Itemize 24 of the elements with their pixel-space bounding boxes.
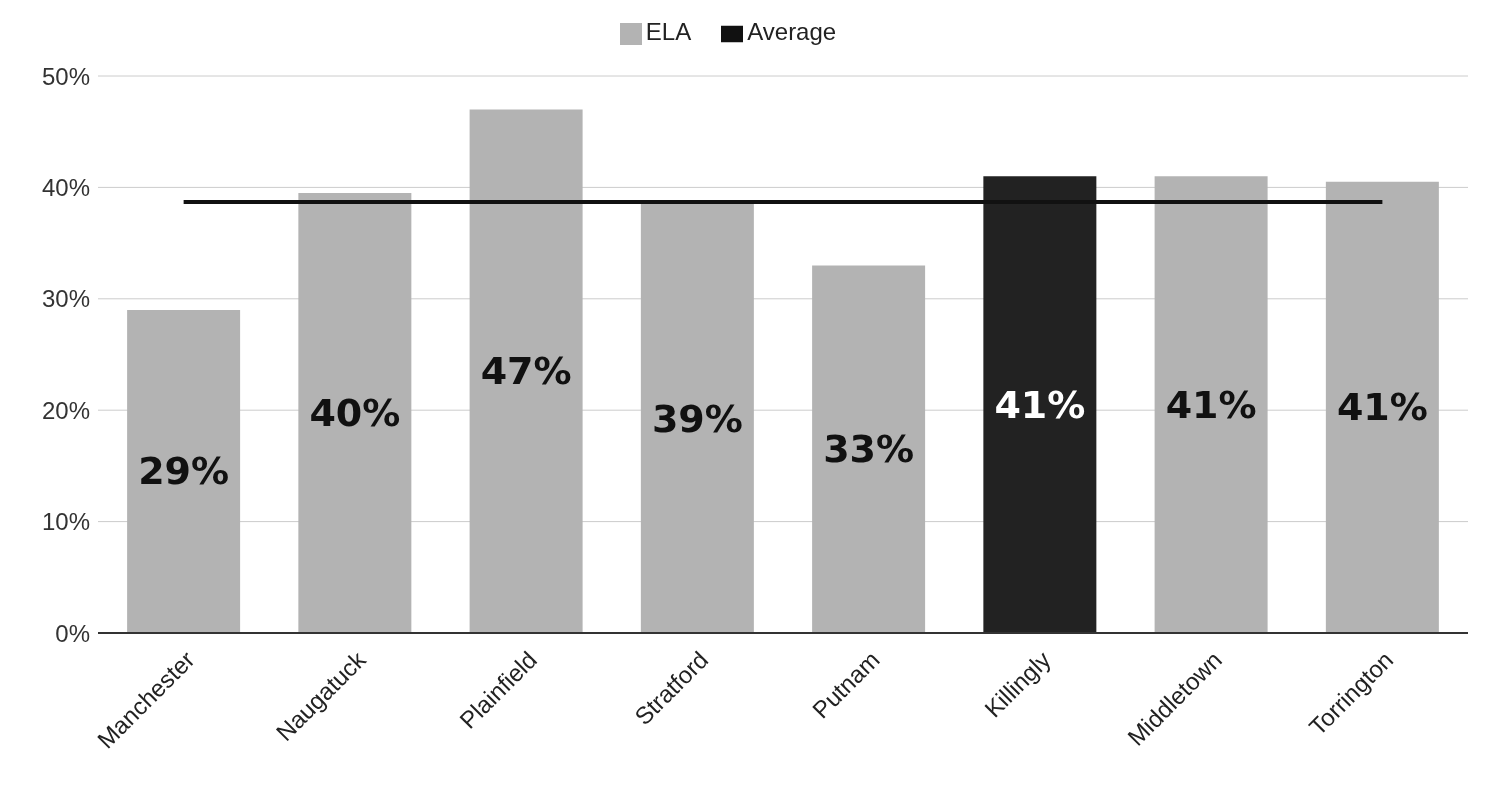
legend-label: Average xyxy=(747,18,837,45)
bar xyxy=(469,109,583,633)
data-label: 29% xyxy=(138,449,230,494)
data-label: 39% xyxy=(651,396,743,441)
data-label: 41% xyxy=(1165,382,1257,427)
bar xyxy=(127,309,241,633)
bar xyxy=(1154,176,1268,633)
bar xyxy=(1325,181,1439,633)
bar xyxy=(983,176,1097,633)
bar xyxy=(812,265,926,633)
legend-label: ELA xyxy=(645,18,692,45)
data-label: 33% xyxy=(823,427,915,472)
bar xyxy=(640,204,754,633)
y-tick-label: 0% xyxy=(55,619,90,647)
y-tick-label: 10% xyxy=(41,508,90,536)
data-label: 41% xyxy=(994,382,1086,427)
data-label: 47% xyxy=(480,349,572,394)
y-tick-label: 40% xyxy=(41,173,90,201)
y-tick-label: 30% xyxy=(41,285,90,313)
y-tick-label: 50% xyxy=(41,62,90,90)
data-label: 41% xyxy=(1336,385,1428,430)
data-label: 40% xyxy=(309,390,401,435)
bar xyxy=(298,192,412,633)
y-tick-label: 20% xyxy=(41,396,90,424)
